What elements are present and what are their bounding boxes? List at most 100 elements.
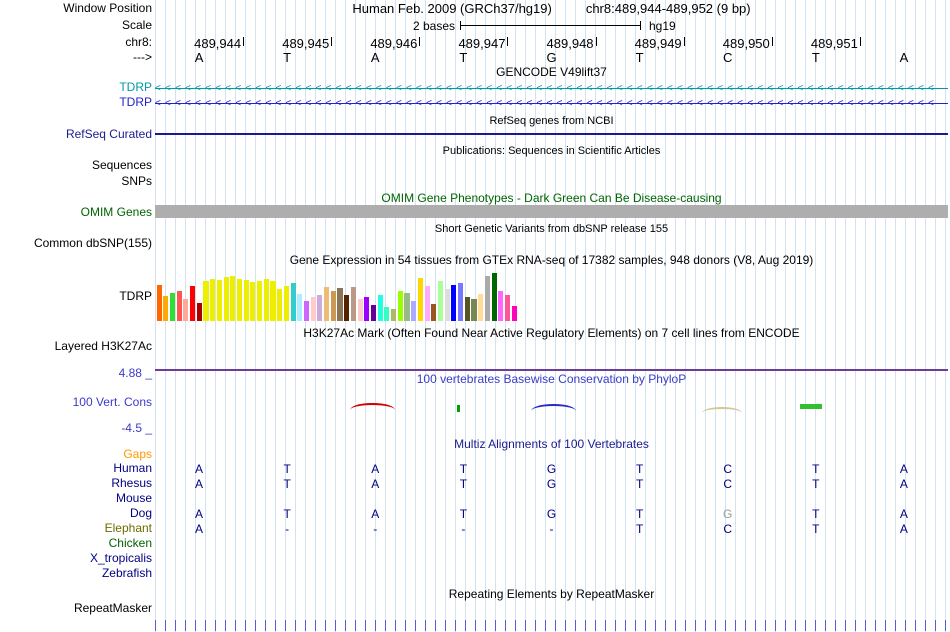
coordinate-tick: [419, 37, 421, 46]
aligned-base: T: [635, 507, 644, 521]
track-label-common-dbsnp[interactable]: Common dbSNP(155): [33, 236, 152, 250]
guideline: [715, 0, 716, 632]
species-label-human[interactable]: Human: [113, 461, 152, 475]
h3k27ac-baseline: [155, 369, 948, 371]
guideline: [895, 0, 896, 632]
guideline: [805, 0, 806, 632]
bottom-tick: [615, 620, 616, 631]
track-label-sequences[interactable]: Sequences: [91, 158, 152, 172]
track-label-layered-h3k27ac[interactable]: Layered H3K27Ac: [54, 339, 152, 353]
bottom-tick: [895, 620, 896, 631]
gtex-bar: [344, 295, 350, 321]
track-label-gaps[interactable]: Gaps: [123, 447, 152, 461]
track-label-snps[interactable]: SNPs: [121, 174, 152, 188]
bottom-tick: [665, 620, 666, 631]
reference-base: A: [194, 50, 204, 65]
gtex-bar: [478, 294, 484, 321]
bottom-tick: [265, 620, 266, 631]
bottom-tick: [195, 620, 196, 631]
bottom-tick: [515, 620, 516, 631]
gtex-bar: [471, 299, 477, 321]
omim-gene-bar[interactable]: [155, 205, 948, 218]
aligned-base: T: [812, 507, 820, 521]
gtex-bar: [243, 280, 249, 321]
aligned-base: C: [723, 477, 733, 491]
track-label-phylop-min[interactable]: -4.5 _: [121, 421, 152, 435]
species-label-elephant[interactable]: Elephant: [104, 521, 152, 535]
reference-base: A: [899, 50, 909, 65]
window-position-header: Human Feb. 2009 (GRCh37/hg19) chr8:489,9…: [155, 2, 948, 16]
guideline: [665, 0, 666, 632]
aligned-base: A: [899, 477, 908, 491]
bottom-tick: [605, 620, 606, 631]
species-label-mouse[interactable]: Mouse: [115, 491, 152, 505]
gtex-bar: [190, 286, 196, 321]
aligned-base: T: [283, 477, 291, 491]
bottom-tick: [575, 620, 576, 631]
track-label-tdrp-gencode-2[interactable]: TDRP: [119, 95, 152, 109]
gtex-bar: [310, 297, 316, 321]
scale-bar: [460, 21, 641, 30]
species-label-x_tropicalis[interactable]: X_tropicalis: [89, 551, 152, 565]
species-label-rhesus[interactable]: Rhesus: [111, 476, 152, 490]
track-label-strand-arrow[interactable]: --->: [133, 50, 152, 64]
refseq-gene-bar[interactable]: [155, 133, 948, 135]
bottom-tick: [545, 620, 546, 631]
track-label-scale[interactable]: Scale: [121, 18, 152, 32]
track-label-chromosome[interactable]: chr8:: [125, 35, 152, 49]
track-title-h3k27ac: H3K27Ac Mark (Often Found Near Active Re…: [303, 326, 800, 340]
gtex-bar: [504, 295, 511, 321]
gtex-bar: [216, 280, 222, 321]
track-label-vert-cons[interactable]: 100 Vert. Cons: [72, 395, 152, 409]
bottom-tick: [235, 620, 236, 631]
gtex-bar: [196, 303, 202, 321]
track-label-refseq-curated[interactable]: RefSeq Curated: [65, 127, 152, 141]
bottom-tick: [705, 620, 706, 631]
gtex-bar: [250, 282, 256, 321]
species-label-dog[interactable]: Dog: [129, 506, 152, 520]
bottom-tick: [455, 620, 456, 631]
track-title-refseq: RefSeq genes from NCBI: [489, 115, 614, 127]
bottom-tick: [475, 620, 476, 631]
track-label-tdrp-gencode-1[interactable]: TDRP: [119, 80, 152, 94]
gtex-bar: [404, 293, 410, 321]
bottom-tick: [555, 620, 556, 631]
gene-item-tdrp-1[interactable]: <<<<<<<<<<<<<<<<<<<<<<<<<<<<<<<<<<<<<<<<…: [155, 82, 948, 95]
phylop-mark-tick: [457, 405, 460, 412]
aligned-base: -: [549, 522, 554, 536]
bottom-tick: [225, 620, 226, 631]
species-label-zebrafish[interactable]: Zebrafish: [101, 566, 152, 580]
guideline: [175, 0, 176, 632]
gene-item-tdrp-2[interactable]: <<<<<<<<<<<<<<<<<<<<<<<<<<<<<<<<<<<<<<<<…: [155, 97, 948, 110]
guideline: [935, 0, 936, 632]
aligned-base: C: [723, 462, 733, 476]
guideline: [775, 0, 776, 632]
track-label-tdrp-gtex[interactable]: TDRP: [119, 289, 152, 303]
track-label-repeatmasker[interactable]: RepeatMasker: [73, 601, 152, 615]
coordinate-tick: [331, 37, 333, 46]
gtex-bar: [458, 283, 464, 321]
guideline: [525, 0, 526, 632]
bottom-tick: [315, 620, 316, 631]
bottom-tick: [525, 620, 526, 631]
species-label-chicken[interactable]: Chicken: [108, 536, 152, 550]
track-label-omim-genes[interactable]: OMIM Genes: [80, 205, 152, 219]
aligned-base: A: [371, 507, 380, 521]
coordinate-tick: [243, 37, 245, 46]
guideline: [695, 0, 696, 632]
gtex-bar: [357, 299, 363, 321]
gtex-bar: [384, 307, 390, 321]
bottom-tick: [715, 620, 716, 631]
guideline: [535, 0, 536, 632]
guideline: [575, 0, 576, 632]
aligned-base: -: [285, 522, 290, 536]
aligned-base: A: [899, 522, 908, 536]
bottom-tick: [795, 620, 796, 631]
track-label-window-position[interactable]: Window Position: [63, 1, 152, 15]
coordinate-tick: [683, 37, 685, 46]
track-label-phylop-max[interactable]: 4.88 _: [118, 366, 152, 380]
aligned-base: T: [812, 522, 820, 536]
bottom-tick: [675, 620, 676, 631]
